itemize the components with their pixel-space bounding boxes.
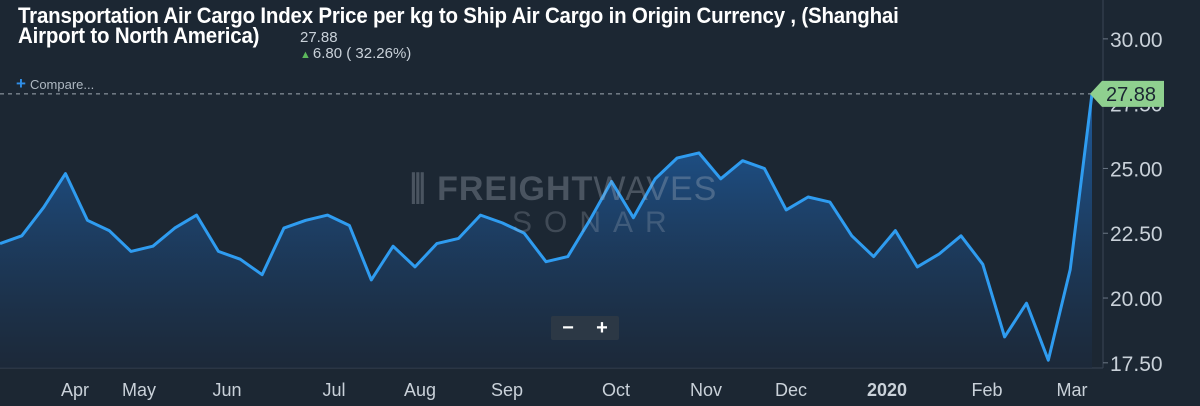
zoom-in-button[interactable]: + — [596, 317, 608, 339]
watermark-brand-light: WAVES — [593, 170, 718, 208]
y-tick-label: 20.00 — [1110, 288, 1163, 311]
last-value-badge-shape — [1090, 80, 1164, 107]
watermark-product: SONAR — [512, 206, 679, 239]
plus-icon: + — [16, 74, 26, 93]
zoom-out-button[interactable]: − — [562, 317, 574, 339]
current-price: 27.88 — [300, 29, 338, 46]
x-tick-label: Apr — [61, 380, 89, 400]
watermark-brand: ⫼ FREIGHTWAVES — [410, 170, 717, 209]
watermark-brand-bold: FREIGHT — [437, 170, 594, 208]
x-tick-label: 2020 — [867, 380, 907, 400]
compare-label: Compare... — [29, 77, 95, 92]
x-tick-label: Oct — [602, 380, 630, 400]
x-tick-label: Aug — [404, 380, 436, 400]
x-tick-label: Jun — [212, 380, 241, 400]
y-tick-label: 30.00 — [1110, 29, 1163, 52]
x-tick-label: Feb — [971, 380, 1002, 400]
x-tick-label: Mar — [1057, 380, 1088, 400]
price-change-value: 6.80 ( 32.26%) — [312, 45, 412, 62]
price-summary: 27.88 ▲ 6.80 ( 32.26%) — [300, 30, 411, 63]
series-line — [0, 93, 1094, 362]
x-tick-label: Nov — [690, 380, 722, 400]
price-change: ▲ 6.80 ( 32.26%) — [300, 46, 411, 63]
x-tick-label: May — [122, 380, 156, 400]
up-arrow-icon: ▲ — [300, 49, 311, 61]
x-axis: Apr May Jun Jul Aug Sep Oct Nov Dec 2020 Feb Mar — [61, 380, 1088, 400]
y-tick-label: 17.50 — [1110, 353, 1163, 376]
zoom-controls: − + — [551, 316, 619, 340]
watermark-icon: ⫼ — [410, 170, 427, 208]
y-tick-label: 25.00 — [1110, 158, 1163, 181]
last-value-badge-label: 27.88 — [1106, 84, 1156, 106]
x-tick-label: Dec — [775, 380, 807, 400]
x-tick-label: Sep — [491, 380, 523, 400]
chart-title: Transportation Air Cargo Index Price per… — [18, 3, 899, 48]
x-tick-label: Jul — [322, 380, 345, 400]
last-value-badge: 27.88 — [1090, 80, 1164, 107]
compare-button[interactable]: + Compare... — [16, 74, 94, 94]
y-tick-label: 22.50 — [1110, 223, 1163, 246]
series-area — [0, 93, 1092, 369]
